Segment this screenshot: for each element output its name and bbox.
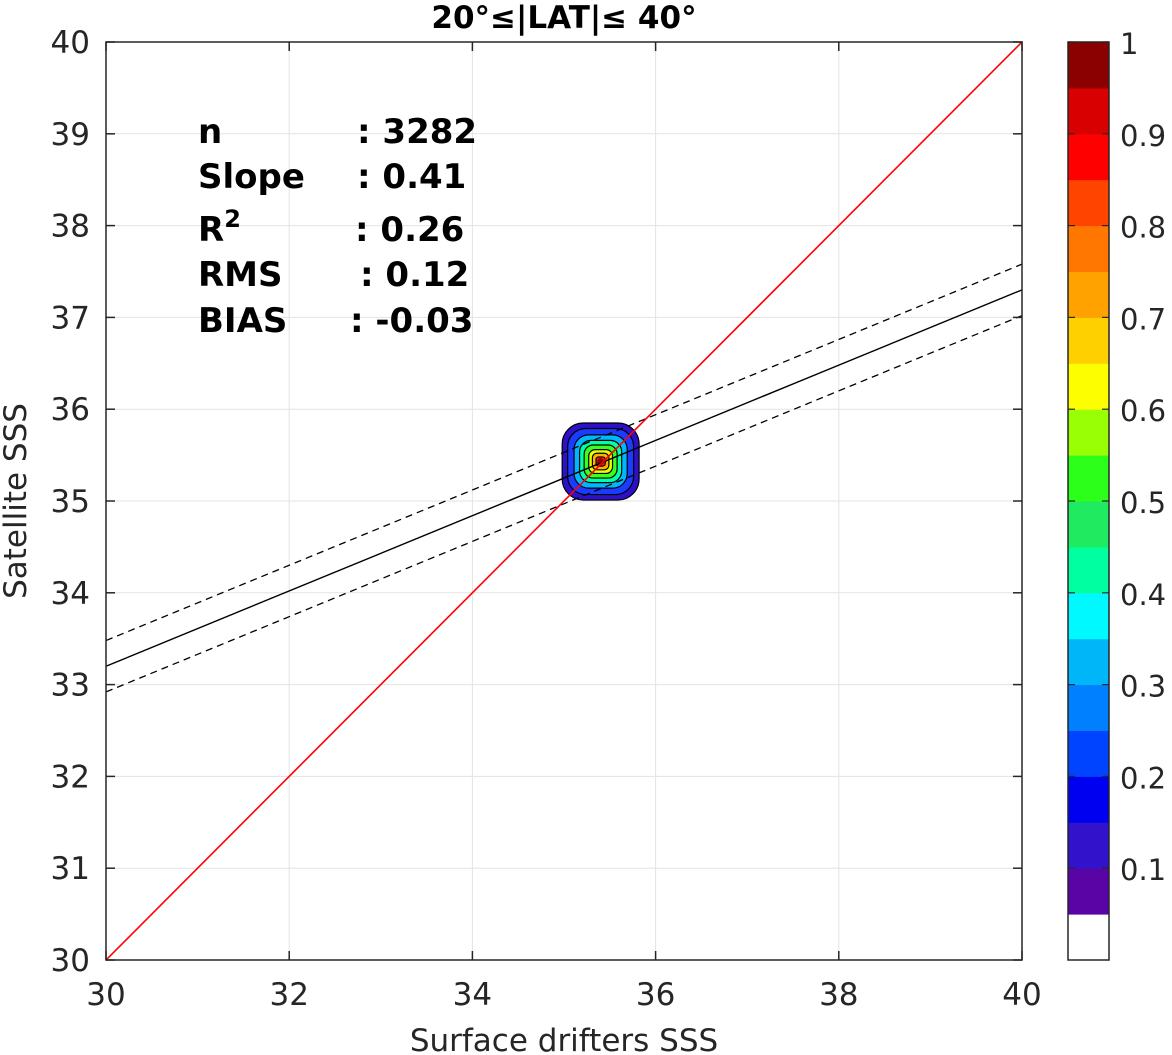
y-tick-label: 40 — [51, 25, 90, 61]
colorbar-tick-label: 0.8 — [1120, 211, 1166, 245]
stat-label: n — [198, 112, 222, 152]
y-tick-label: 38 — [51, 209, 90, 245]
colorbar-segment — [1068, 730, 1109, 777]
stat-value: : 0.41 — [357, 157, 466, 197]
colorbar-segment — [1068, 868, 1109, 915]
y-tick-label: 35 — [51, 484, 90, 520]
colorbar-segment — [1068, 638, 1109, 686]
stat-label: RMS — [198, 255, 283, 295]
stat-value: : 3282 — [357, 112, 477, 152]
colorbar-segment — [1068, 546, 1109, 594]
colorbar-segment — [1068, 776, 1109, 823]
colorbar-segment — [1068, 317, 1109, 364]
colorbar-segment — [1068, 914, 1109, 961]
colorbar-segment — [1068, 822, 1109, 869]
colorbar-segment — [1068, 42, 1109, 89]
y-tick-label: 30 — [51, 943, 90, 979]
colorbar-tick-label: 0.7 — [1120, 302, 1166, 336]
regression-line — [106, 289, 1022, 667]
y-tick-label: 31 — [51, 851, 90, 887]
y-axis-label: Satellite SSS — [0, 403, 34, 599]
stat-label: BIAS — [198, 301, 287, 341]
y-tick-label: 37 — [51, 300, 90, 336]
plot-data — [106, 42, 1022, 960]
colorbar-segment — [1068, 133, 1109, 181]
stat-label: Slope — [198, 157, 305, 197]
stat-value: : 0.12 — [360, 255, 469, 295]
y-tick-label: 36 — [51, 392, 90, 428]
fit-confidence-line — [106, 263, 1022, 642]
y-tick-label: 33 — [51, 668, 90, 704]
axis-ticks: 30 32 34 36 38 40 30 31 32 33 34 35 36 37 38 39 40 — [51, 25, 1042, 1013]
x-tick-label: 30 — [86, 977, 125, 1013]
x-tick-label: 38 — [819, 977, 858, 1013]
stat-value: : 0.26 — [355, 210, 464, 250]
x-tick-label: 36 — [636, 977, 675, 1013]
identity-line — [106, 42, 1022, 960]
colorbar-tick-label: 0.3 — [1120, 670, 1166, 704]
y-tick-label: 32 — [51, 759, 90, 795]
colorbar-segment — [1068, 225, 1109, 272]
colorbar-tick-label: 1 — [1120, 27, 1138, 61]
y-tick-label: 34 — [51, 576, 90, 612]
colorbar-tick-label: 0.4 — [1120, 578, 1166, 612]
colorbar-segment — [1068, 87, 1109, 135]
fit-confidence-line — [106, 314, 1022, 693]
y-tick-label: 39 — [51, 117, 90, 153]
colorbar-segment — [1068, 363, 1109, 410]
colorbar-segment — [1068, 409, 1109, 456]
stat-value: : -0.03 — [350, 301, 473, 341]
colorbar-tick-label: 0.9 — [1120, 119, 1166, 153]
stat-label: R2 — [198, 205, 241, 250]
colorbar-segment — [1068, 592, 1109, 640]
colorbar-segment — [1068, 455, 1109, 502]
x-tick-label: 32 — [269, 977, 308, 1013]
chart-title: 20°≤|LAT|≤ 40° — [431, 0, 696, 36]
x-tick-label: 40 — [1002, 977, 1041, 1013]
colorbar-segment — [1068, 271, 1109, 318]
colorbar-tick-label: 0.2 — [1120, 761, 1166, 795]
colorbar-segment — [1068, 684, 1109, 731]
colorbar-segment — [1068, 179, 1109, 227]
colorbar-tick-label: 0.5 — [1120, 486, 1166, 520]
colorbar-segment — [1068, 501, 1109, 548]
colorbar: 0.1 0.2 0.3 0.4 0.5 0.6 0.7 0.8 0.9 1 — [1067, 27, 1166, 961]
x-tick-label: 34 — [453, 977, 492, 1013]
x-axis-label: Surface drifters SSS — [410, 1023, 718, 1055]
colorbar-tick-label: 0.6 — [1120, 394, 1166, 428]
stats-box: n : 3282 Slope : 0.41 R2 : 0.26 RMS : 0.12 BIAS:… — [198, 112, 477, 341]
colorbar-tick-label: 0.1 — [1120, 853, 1166, 887]
